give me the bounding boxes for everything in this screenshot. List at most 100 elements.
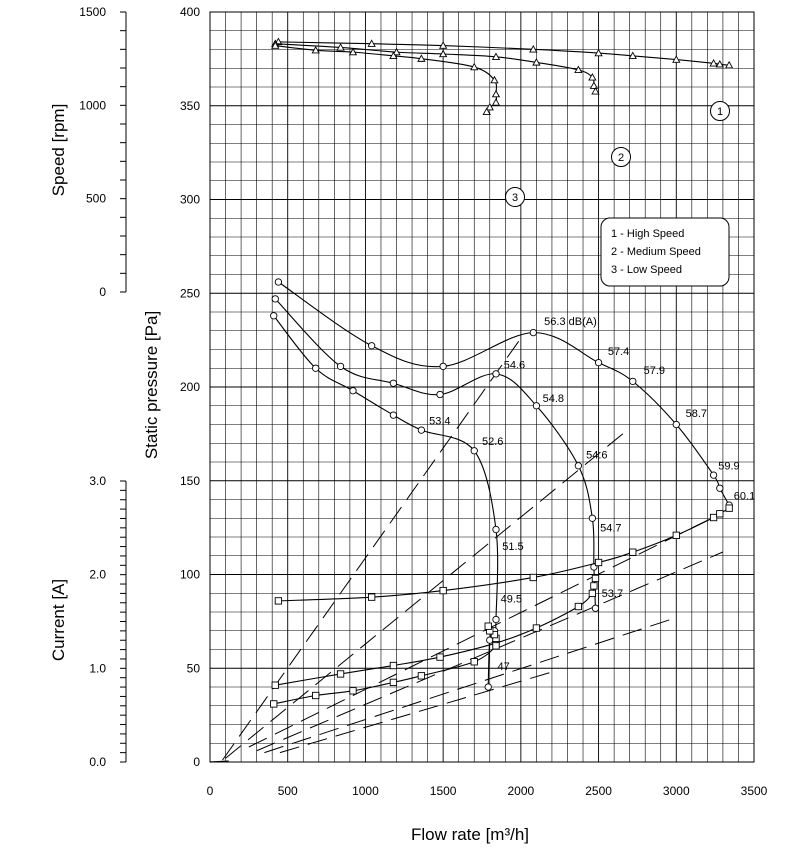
current-point-1 — [367, 593, 376, 601]
tick-labels: 0 500 1000 1500 2000 2500 3000 3500050100150200… — [79, 5, 767, 798]
pressure-point-2 — [492, 370, 500, 378]
sound-level-label: 56.3 dB(A) — [544, 316, 597, 328]
sound-level-label: 52.6 — [482, 436, 503, 448]
current-point-1 — [439, 586, 447, 595]
speed-line-1 — [278, 41, 730, 66]
pressure-point-2 — [389, 379, 398, 387]
current-tick-label: 2.0 — [89, 568, 106, 582]
current-point-3 — [270, 700, 278, 708]
legend-entry-3: 3 - Low Speed — [611, 264, 682, 276]
speed-point-2 — [491, 52, 501, 60]
sound-level-label: 51.5 — [502, 541, 523, 553]
x-tick-label: 1000 — [352, 784, 379, 798]
system-curve — [264, 617, 677, 754]
speed-axis-label: Speed [rpm] — [49, 104, 68, 197]
sound-level-label: 47 — [498, 661, 510, 673]
pressure-tick-label: 0 — [193, 755, 200, 769]
pressure-point-3 — [312, 364, 320, 372]
current-point-1 — [594, 558, 603, 567]
current-point-1 — [709, 513, 718, 522]
sound-level-label: 57.9 — [644, 365, 665, 377]
current-tick-label: 3.0 — [89, 474, 106, 488]
current-line-3 — [273, 626, 499, 705]
speed-tick-label: 0 — [99, 285, 106, 299]
pressure-point-3 — [492, 525, 500, 534]
speed-point-2 — [392, 47, 401, 56]
current-point-2 — [590, 582, 598, 590]
x-axis-label: Flow rate [m³/h] — [411, 825, 529, 844]
speed-point-3 — [348, 47, 358, 56]
pressure-tick-label: 200 — [180, 380, 200, 394]
pressure-point-1 — [629, 377, 637, 386]
current-point-2 — [591, 574, 600, 583]
legend-box — [600, 217, 730, 287]
current-point-3 — [389, 678, 398, 687]
speed-point-1 — [715, 59, 724, 68]
speed-point-3 — [490, 75, 499, 84]
system-curves — [209, 337, 724, 763]
current-point-1 — [725, 504, 733, 512]
pressure-point-3 — [349, 387, 357, 395]
speed-point-2 — [336, 43, 345, 51]
speed-point-2 — [591, 87, 600, 95]
x-tick-label: 3000 — [663, 784, 690, 798]
pressure-point-1 — [594, 358, 603, 367]
speed-point-2 — [532, 58, 541, 66]
current-point-3 — [492, 642, 500, 650]
pressure-tick-label: 350 — [180, 99, 200, 113]
pressure-point-1 — [709, 471, 718, 479]
current-point-2 — [574, 602, 583, 611]
pressure-point-1 — [439, 362, 447, 371]
pressure-tick-label: 150 — [180, 474, 200, 488]
x-tick-label: 0 — [207, 784, 214, 798]
x-tick-label: 1500 — [430, 784, 457, 798]
legend-entry-1: 1 - High Speed — [611, 228, 684, 240]
sound-level-label: 54.6 — [586, 449, 607, 461]
speed-curve-label-2-text: 2 — [618, 152, 624, 164]
sound-level-label: 49.5 — [501, 594, 522, 606]
current-point-1 — [629, 548, 637, 556]
current-point-2 — [271, 681, 279, 689]
pressure-point-1 — [716, 484, 724, 492]
pressure-point-3 — [270, 312, 278, 320]
pressure-line-1 — [278, 281, 730, 506]
current-point-1 — [529, 573, 537, 582]
speed-point-1 — [628, 51, 637, 60]
speed-point-1 — [724, 60, 734, 69]
speed-point-1 — [367, 39, 376, 47]
pressure-point-3 — [484, 683, 492, 691]
pressure-point-1 — [672, 420, 680, 429]
legend-entry-2: 2 - Medium Speed — [611, 246, 701, 258]
pressure-point-2 — [436, 390, 444, 399]
speed-point-1 — [672, 55, 681, 63]
current-point-3 — [484, 622, 492, 630]
x-tick-label: 500 — [278, 784, 298, 798]
speed-curve-label-3: 3 — [505, 187, 525, 207]
pressure-point-2 — [532, 402, 541, 410]
sound-level-label: 53.4 — [429, 416, 450, 428]
current-point-3 — [349, 687, 357, 695]
sound-level-label: 54.7 — [600, 522, 621, 534]
speed-curve-label-2: 2 — [611, 147, 631, 167]
current-point-1 — [274, 597, 283, 605]
current-point-1 — [672, 531, 680, 539]
pressure-tick-label: 400 — [180, 5, 200, 19]
series — [270, 37, 734, 708]
pressure-tick-label: 100 — [180, 568, 200, 582]
current-line-2 — [275, 578, 597, 686]
current-point-1 — [716, 510, 724, 518]
current-point-2 — [389, 661, 398, 670]
pressure-point-2 — [336, 362, 345, 371]
current-point-3 — [470, 658, 478, 666]
speed-curve-label-1: 1 — [710, 101, 730, 121]
current-point-2 — [436, 653, 444, 661]
pressure-point-2 — [271, 295, 279, 303]
pressure-point-3 — [417, 426, 426, 434]
sound-level-label: 58.7 — [686, 408, 707, 420]
x-tick-label: 2500 — [585, 784, 612, 798]
pressure-point-2 — [591, 604, 600, 612]
pressure-tick-label: 50 — [187, 661, 201, 675]
speed-tick-label: 1000 — [79, 98, 106, 112]
current-axis-label: Current [A] — [49, 579, 68, 661]
